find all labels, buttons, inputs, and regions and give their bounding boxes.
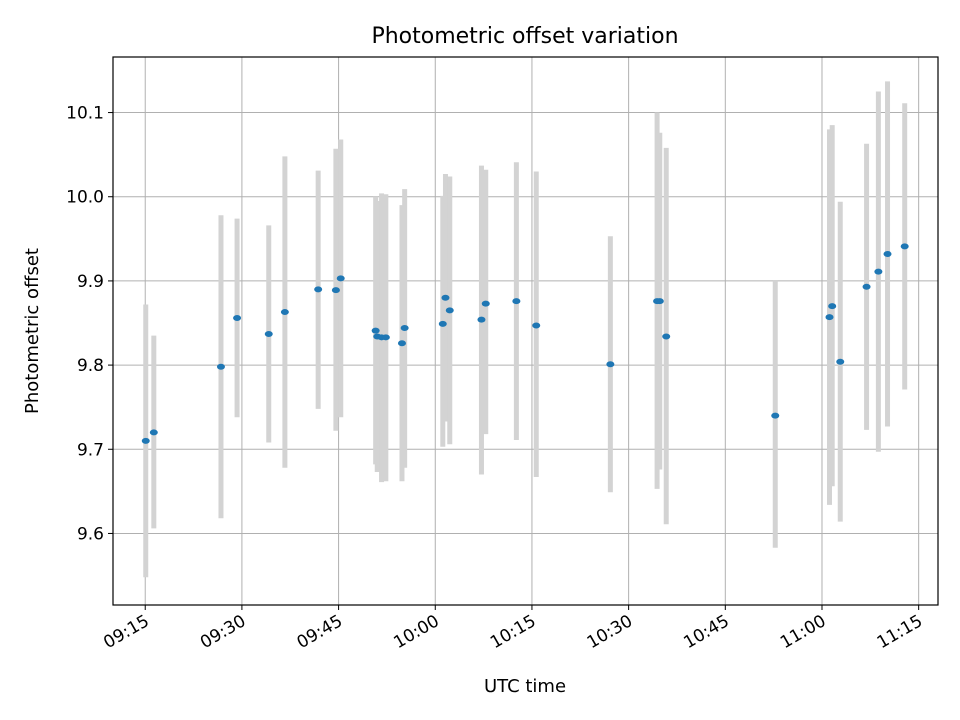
data-point — [662, 333, 671, 340]
data-point — [149, 429, 158, 436]
y-tick-label: 10.0 — [66, 188, 104, 208]
data-point — [280, 309, 289, 316]
y-axis-label: Photometric offset — [22, 248, 43, 414]
data-point — [836, 358, 845, 365]
data-point — [828, 303, 837, 310]
data-point — [900, 243, 909, 250]
data-point — [771, 412, 780, 419]
data-point — [532, 322, 541, 329]
plot-frame — [112, 56, 939, 606]
chart-title: Photometric offset variation — [371, 24, 678, 49]
data-point — [438, 320, 447, 327]
data-point — [825, 314, 834, 321]
data-point — [264, 330, 273, 337]
data-point — [445, 307, 454, 314]
data-point — [397, 340, 406, 347]
data-point — [314, 286, 323, 293]
y-tick-label: 9.8 — [77, 356, 104, 376]
data-point — [400, 325, 409, 332]
data-points — [141, 243, 909, 444]
data-point — [441, 294, 450, 301]
data-point — [381, 334, 390, 341]
data-point — [606, 361, 615, 368]
data-point — [481, 300, 490, 307]
y-tick-label: 10.1 — [66, 104, 104, 124]
y-tick-label: 9.9 — [77, 272, 104, 292]
y-tick-label: 9.6 — [77, 524, 104, 544]
data-point — [874, 268, 883, 275]
y-axis-ticks: 9.6 9.7 9.8 9.9 10.0 10.1 — [66, 104, 113, 544]
data-point — [862, 283, 871, 290]
data-point — [477, 316, 486, 323]
data-point — [336, 275, 345, 282]
data-point — [216, 363, 225, 370]
data-point — [331, 287, 340, 294]
data-point — [512, 298, 521, 305]
x-axis-label: UTC time — [484, 676, 566, 697]
data-point — [371, 327, 380, 334]
data-point — [233, 314, 242, 321]
data-point — [141, 437, 150, 444]
data-point — [883, 250, 892, 257]
data-point — [655, 298, 664, 305]
y-tick-label: 9.7 — [77, 440, 104, 460]
